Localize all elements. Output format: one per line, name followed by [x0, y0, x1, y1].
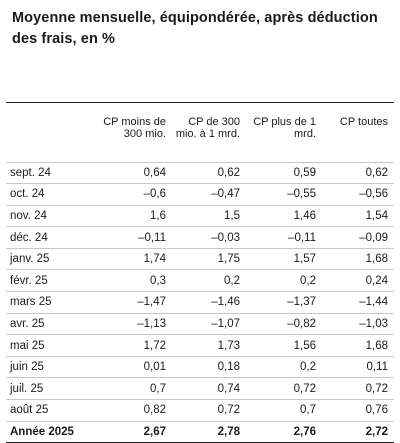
cell-all-funds: –0,09	[322, 226, 394, 249]
cell-all-funds: –1,03	[322, 312, 394, 335]
cell-period: janv. 25	[6, 247, 86, 270]
cell-medium-funds: –1,07	[172, 312, 246, 335]
cell-small-funds: 0,82	[86, 399, 172, 422]
table-row: déc. 24 –0,11 –0,03 –0,11 –0,09	[6, 226, 394, 249]
cell-all-funds: 0,62	[322, 161, 394, 184]
total-cell-large-funds: 2,76	[246, 420, 322, 443]
column-header-small-funds: CP moins de 300 mio.	[103, 116, 166, 140]
cell-all-funds: 0,24	[322, 269, 394, 292]
cell-large-funds: 0,72	[246, 377, 322, 400]
header-row: CP moins de 300 mio. CP de 300 mio. à 1 …	[6, 110, 394, 162]
cell-small-funds: 0,01	[86, 355, 172, 378]
table-row: avr. 25 –1,13 –1,07 –0,82 –1,03	[6, 312, 394, 335]
cell-all-funds: 1,54	[322, 204, 394, 227]
cell-medium-funds: –0,47	[172, 183, 246, 206]
cell-small-funds: 1,74	[86, 247, 172, 270]
cell-period: août 25	[6, 399, 86, 422]
table-title: Moyenne mensuelle, équipondérée, après d…	[12, 10, 378, 47]
cell-medium-funds: 1,5	[172, 204, 246, 227]
cell-large-funds: –0,55	[246, 183, 322, 206]
cell-period: mars 25	[6, 291, 86, 314]
cell-all-funds: 1,68	[322, 247, 394, 270]
cell-small-funds: –1,13	[86, 312, 172, 335]
column-header-period	[6, 110, 86, 162]
cell-small-funds: 0,3	[86, 269, 172, 292]
cell-all-funds: –1,44	[322, 291, 394, 314]
cell-large-funds: –1,37	[246, 291, 322, 314]
total-cell-small-funds: 2,67	[86, 420, 172, 443]
cell-small-funds: –1,47	[86, 291, 172, 314]
table-row: août 25 0,82 0,72 0,7 0,76	[6, 399, 394, 422]
cell-small-funds: 1,6	[86, 204, 172, 227]
cell-large-funds: 0,7	[246, 399, 322, 422]
column-header-large-funds: CP plus de 1 mrd.	[253, 116, 316, 140]
cell-medium-funds: 0,2	[172, 269, 246, 292]
cell-medium-funds: 1,75	[172, 247, 246, 270]
cell-all-funds: –0,56	[322, 183, 394, 206]
table-row: juin 25 0,01 0,18 0,2 0,11	[6, 355, 394, 378]
cell-all-funds: 0,11	[322, 355, 394, 378]
cell-large-funds: 0,2	[246, 355, 322, 378]
total-cell-all-funds: 2,72	[322, 420, 394, 443]
cell-small-funds: –0,6	[86, 183, 172, 206]
total-row: Année 2025 2,67 2,78 2,76 2,72	[6, 420, 394, 443]
cell-medium-funds: 0,62	[172, 161, 246, 184]
table-row: nov. 24 1,6 1,5 1,46 1,54	[6, 204, 394, 227]
cell-period: mai 25	[6, 334, 86, 357]
total-cell-medium-funds: 2,78	[172, 420, 246, 443]
cell-medium-funds: –0,03	[172, 226, 246, 249]
cell-large-funds: 1,56	[246, 334, 322, 357]
total-cell-period: Année 2025	[6, 420, 86, 443]
cell-period: nov. 24	[6, 204, 86, 227]
cell-small-funds: 0,64	[86, 161, 172, 184]
cell-large-funds: –0,11	[246, 226, 322, 249]
cell-period: déc. 24	[6, 226, 86, 249]
cell-all-funds: 1,68	[322, 334, 394, 357]
returns-table: CP moins de 300 mio. CP de 300 mio. à 1 …	[6, 110, 394, 443]
cell-large-funds: 0,2	[246, 269, 322, 292]
table-row: janv. 25 1,74 1,75 1,57 1,68	[6, 247, 394, 270]
cell-small-funds: 0,7	[86, 377, 172, 400]
cell-medium-funds: 0,74	[172, 377, 246, 400]
table-row: juil. 25 0,7 0,74 0,72 0,72	[6, 377, 394, 400]
top-rule	[6, 102, 394, 103]
column-header-all-funds: CP toutes	[339, 116, 388, 128]
table-row: mai 25 1,72 1,73 1,56 1,68	[6, 334, 394, 357]
cell-period: sept. 24	[6, 161, 86, 184]
cell-small-funds: 1,72	[86, 334, 172, 357]
cell-all-funds: 0,72	[322, 377, 394, 400]
cell-all-funds: 0,76	[322, 399, 394, 422]
table-row: févr. 25 0,3 0,2 0,2 0,24	[6, 269, 394, 292]
cell-medium-funds: 0,72	[172, 399, 246, 422]
table-row: sept. 24 0,64 0,62 0,59 0,62	[6, 161, 394, 184]
cell-period: juil. 25	[6, 377, 86, 400]
cell-period: juin 25	[6, 355, 86, 378]
cell-period: avr. 25	[6, 312, 86, 335]
table-row: mars 25 –1,47 –1,46 –1,37 –1,44	[6, 291, 394, 314]
cell-period: févr. 25	[6, 269, 86, 292]
cell-medium-funds: 1,73	[172, 334, 246, 357]
cell-medium-funds: 0,18	[172, 355, 246, 378]
table-row: oct. 24 –0,6 –0,47 –0,55 –0,56	[6, 183, 394, 206]
cell-period: oct. 24	[6, 183, 86, 206]
column-header-medium-funds: CP de 300 mio. à 1 mrd.	[175, 116, 240, 140]
cell-large-funds: 0,59	[246, 161, 322, 184]
cell-large-funds: 1,57	[246, 247, 322, 270]
cell-large-funds: 1,46	[246, 204, 322, 227]
cell-small-funds: –0,11	[86, 226, 172, 249]
cell-medium-funds: –1,46	[172, 291, 246, 314]
cell-large-funds: –0,82	[246, 312, 322, 335]
